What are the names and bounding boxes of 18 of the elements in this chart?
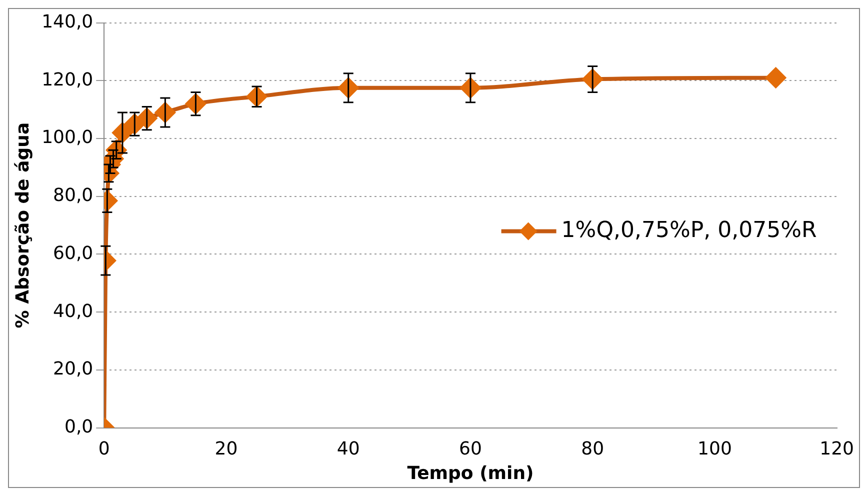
- x-tick-label: 20: [214, 438, 238, 460]
- y-tick-label: 40,0: [53, 300, 94, 322]
- y-tick-label: 20,0: [53, 358, 94, 380]
- x-tick-label: 40: [336, 438, 360, 460]
- y-tick-label: 120,0: [42, 69, 94, 90]
- x-tick-label: 0: [98, 438, 110, 460]
- x-axis-title: Tempo (min): [407, 462, 534, 484]
- y-tick-label: 140,0: [42, 11, 94, 32]
- y-axis-title: % Absorção de água: [12, 122, 34, 328]
- y-tick-label: 0,0: [64, 416, 94, 438]
- y-tick-label: 100,0: [42, 127, 94, 148]
- y-tick-label: 60,0: [53, 242, 94, 264]
- legend-label: 1%Q,0,75%P, 0,075%R: [561, 218, 817, 244]
- x-tick-label: 60: [459, 438, 482, 460]
- x-tick-label: 80: [581, 438, 604, 460]
- x-tick-label: 100: [698, 438, 732, 460]
- y-tick-label: 80,0: [53, 185, 94, 206]
- x-tick-label: 120: [820, 438, 854, 460]
